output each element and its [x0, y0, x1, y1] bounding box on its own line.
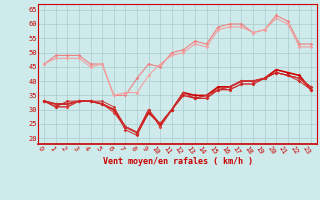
X-axis label: Vent moyen/en rafales ( km/h ): Vent moyen/en rafales ( km/h )	[103, 157, 252, 166]
